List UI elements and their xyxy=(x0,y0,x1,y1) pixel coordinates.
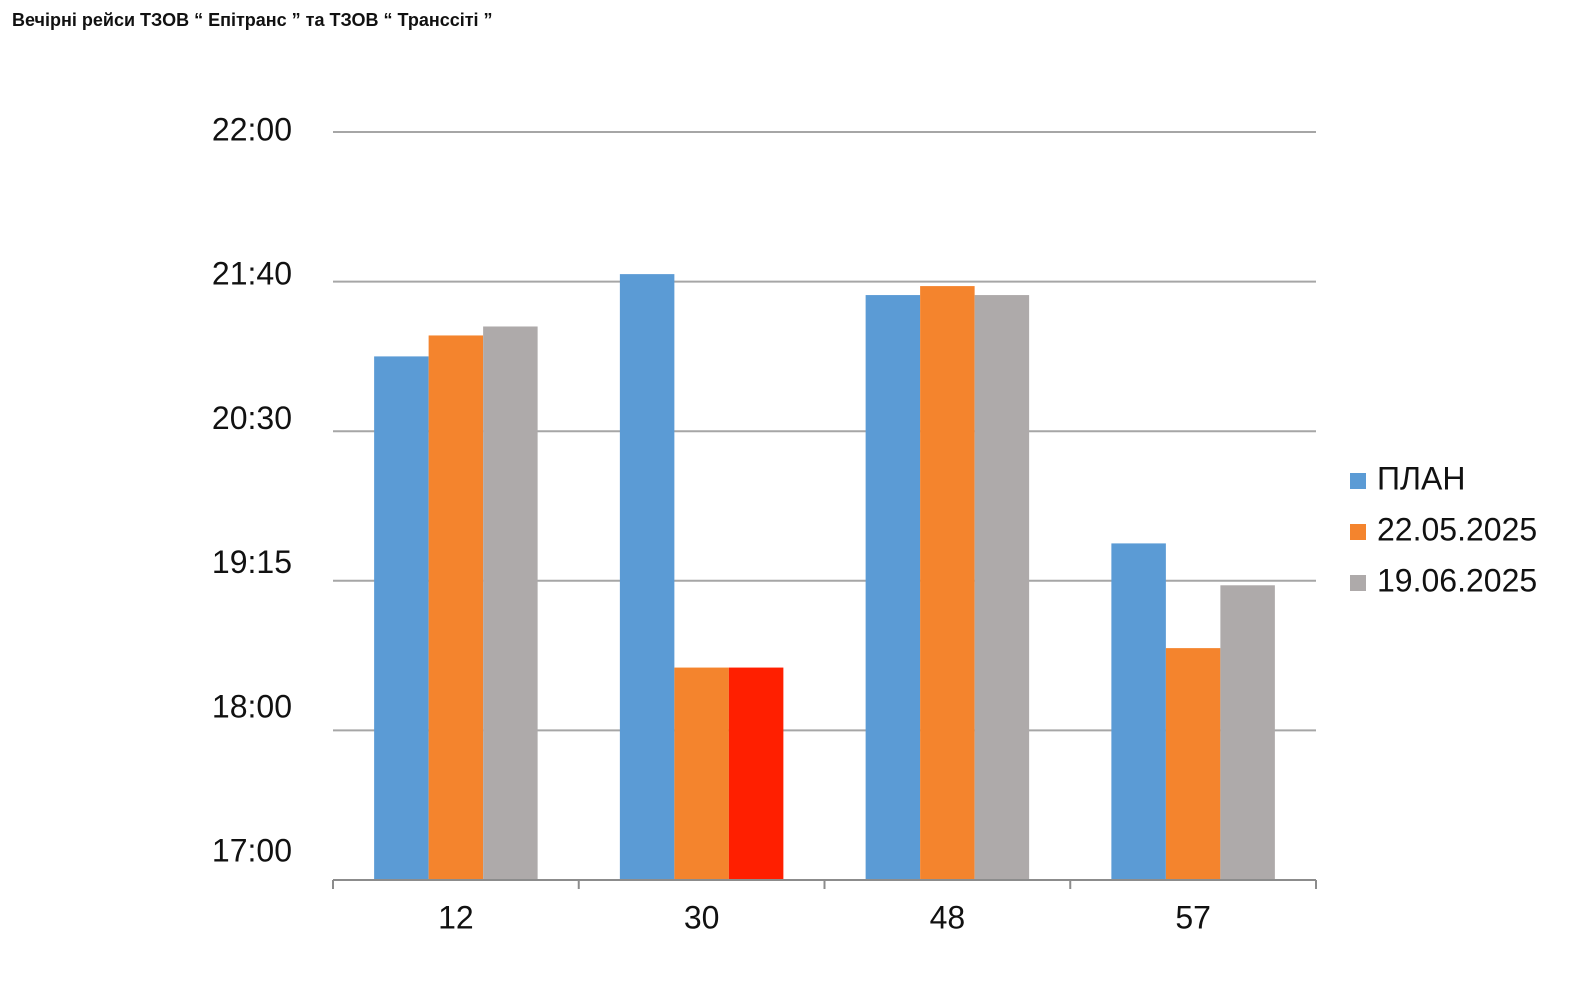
legend-marker xyxy=(1350,524,1366,540)
legend-marker xyxy=(1350,473,1366,489)
bar xyxy=(374,356,429,880)
legend-marker xyxy=(1350,575,1366,591)
y-tick-label: 20:30 xyxy=(212,400,292,436)
y-tick-label: 22:00 xyxy=(212,111,292,147)
bar xyxy=(1111,543,1166,880)
x-tick-label: 48 xyxy=(930,899,966,935)
x-tick-label: 57 xyxy=(1175,899,1211,935)
y-tick-label: 17:00 xyxy=(212,833,292,869)
y-tick-label: 19:15 xyxy=(212,544,292,580)
y-tick-label: 18:00 xyxy=(212,688,292,724)
x-tick-label: 30 xyxy=(684,899,720,935)
bar xyxy=(483,326,538,881)
legend-label: 19.06.2025 xyxy=(1377,562,1537,598)
bar xyxy=(674,667,729,880)
bar xyxy=(1220,585,1275,880)
bar xyxy=(428,335,484,880)
bar xyxy=(865,295,921,881)
legend-label: 22.05.2025 xyxy=(1377,511,1537,547)
y-tick-label: 21:40 xyxy=(212,256,292,292)
bar xyxy=(920,286,975,880)
bar xyxy=(728,667,784,880)
bar xyxy=(974,295,1030,881)
legend-label: ПЛАН xyxy=(1377,460,1465,496)
chart-title: Вечірні рейси ТЗОВ “ Епітранс ” та ТЗОВ … xyxy=(12,10,493,30)
bar xyxy=(1165,648,1221,880)
bar xyxy=(619,274,675,880)
x-tick-label: 12 xyxy=(438,899,474,935)
